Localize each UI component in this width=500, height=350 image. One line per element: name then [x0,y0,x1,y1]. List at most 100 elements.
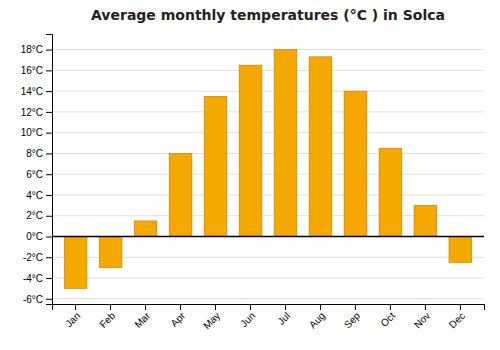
bar [239,65,262,236]
axis-line [46,35,53,305]
bar [379,148,402,236]
tick-label: -6°C [23,294,43,305]
tick-mark [46,153,52,154]
grid-line [52,194,484,195]
tick: May [201,304,222,331]
tick: 0°C [26,231,52,242]
chart: -6°C -4°C -2°C 0°C 2°C 4°C 6°C 8°C 10°C 12°C 14°C 1… [0,0,500,350]
zero-line [52,236,484,238]
tick: Dec [447,304,467,330]
tick-label: Oct [378,310,397,329]
bar [134,221,157,237]
tick: Jan [63,304,82,329]
bar [204,96,227,236]
tick-mark [46,278,52,279]
grid-line [52,111,484,112]
tick: Feb [97,304,117,330]
bar [449,237,472,263]
tick-mark [46,195,52,196]
tick-label: 4°C [26,190,43,201]
grid-line [52,70,484,71]
tick-label: Jul [275,310,292,327]
y-axis: -6°C -4°C -2°C 0°C 2°C 4°C 6°C 8°C 10°C 12°C 14°C 1… [21,35,53,305]
tick-label: 8°C [26,148,43,159]
tick: Aug [307,304,327,330]
tick: Mar [132,304,152,330]
grid-line [52,278,484,279]
tick: 18°C [21,44,52,55]
grid-line [52,298,484,299]
tick-label: Feb [97,310,117,330]
grid-line [52,153,484,154]
bar [64,237,87,289]
tick-label: Apr [168,310,187,329]
bars [52,50,484,289]
tick-mark [285,304,286,310]
plot: -6°C -4°C -2°C 0°C 2°C 4°C 6°C 8°C 10°C 12°C 14°C 1… [21,35,485,332]
tick-label: Aug [307,310,327,330]
tick-mark [355,304,356,310]
bar [309,57,332,237]
tick: Jul [275,304,292,327]
tick-mark [46,91,52,92]
tick: 10°C [21,127,52,138]
bar [344,91,367,236]
grid-line [52,91,484,92]
tick-mark [215,304,216,310]
tick: Jun [238,304,257,329]
tick-mark [46,50,52,51]
tick: Sep [342,304,363,330]
tick: 2°C [26,210,52,221]
tick: -4°C [23,273,52,284]
tick-mark [75,304,76,310]
tick-label: Jun [238,310,257,329]
tick: Nov [412,304,432,330]
tick-mark [145,304,146,310]
tick-mark [425,304,426,310]
x-axis: Jan Feb Mar Apr May Jun Jul Aug Sep Oct Nov Dec [53,304,485,331]
tick: -6°C [23,294,52,305]
tick: 12°C [21,107,52,118]
tick: 4°C [26,190,52,201]
tick-mark [180,304,181,310]
tick-label: -4°C [23,273,43,284]
grid-line [52,49,484,50]
grid-line [52,132,484,133]
tick-mark [46,112,52,113]
tick-label: 0°C [26,231,43,242]
tick-mark [390,304,391,310]
bar [274,50,297,237]
tick-label: Sep [342,310,363,331]
grid [52,50,484,299]
tick-mark [46,257,52,258]
bar [169,153,192,236]
tick-label: 2°C [26,210,43,221]
tick: Oct [378,304,397,329]
bar [99,237,122,268]
tick: 14°C [21,86,52,97]
tick-label: 6°C [26,169,43,180]
tick: 8°C [26,148,52,159]
tick-label: -2°C [23,252,43,263]
tick-label: 16°C [21,65,43,76]
axis-line [53,305,485,311]
tick-mark [46,70,52,71]
tick-label: 18°C [21,44,43,55]
tick-label: Jan [63,310,82,329]
tick: Apr [168,304,187,329]
tick-label: Dec [447,310,467,330]
tick: 16°C [21,65,52,76]
tick-label: 14°C [21,86,43,97]
tick-mark [46,174,52,175]
tick-mark [46,216,52,217]
tick-mark [110,304,111,310]
tick-label: 12°C [21,107,43,118]
tick-mark [320,304,321,310]
tick-label: May [201,310,222,331]
tick-label: Nov [412,310,432,330]
tick-mark [460,304,461,310]
tick: -2°C [23,252,52,263]
title: Average monthly temperatures (°C ) in So… [91,7,445,23]
tick-label: 10°C [21,127,43,138]
grid-line [52,174,484,175]
